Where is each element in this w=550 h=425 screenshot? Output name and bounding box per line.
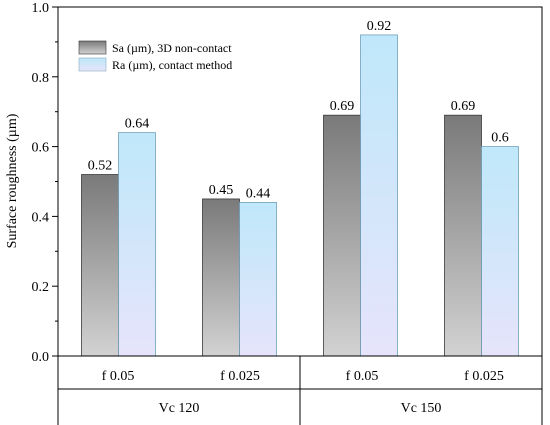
y-axis: 0.0 0.2 0.4 0.6 0.8 1.0 (32, 1, 58, 365)
bar-ra (360, 34, 398, 357)
legend-label-ra: Ra (µm), contact method (112, 58, 232, 72)
bar-sa (202, 198, 240, 357)
y-axis-title: Surface roughness (µm) (5, 113, 20, 248)
bar-sa (81, 174, 119, 357)
legend-label-sa: Sa (µm), 3D non-contact (112, 41, 232, 55)
data-label-ra: 0.6 (491, 131, 509, 146)
x-category-label: f 0.025 (220, 369, 260, 384)
legend-swatch-sa (78, 40, 107, 55)
bar-sa (444, 114, 482, 357)
data-label-ra: 0.44 (246, 186, 271, 201)
data-label-sa: 0.69 (330, 99, 355, 114)
data-label-ra: 0.92 (367, 19, 392, 34)
data-label-ra: 0.64 (125, 117, 150, 132)
y-tick-label: 0.8 (32, 71, 50, 86)
y-tick-label: 0.6 (32, 141, 50, 156)
x-category-label: f 0.05 (102, 369, 135, 384)
bar-ra (481, 146, 519, 357)
bars-layer (81, 34, 519, 357)
data-labels-layer: 0.52 0.64 0.45 0.44 0.69 0.92 0.69 0.6 (88, 19, 509, 202)
x-axis: f 0.05 f 0.025 f 0.05 f 0.025 Vc 120 Vc … (57, 356, 543, 425)
y-tick-label: 0.2 (32, 280, 50, 295)
legend: Sa (µm), 3D non-contact Ra (µm), contact… (78, 40, 232, 72)
bar-sa (323, 114, 361, 357)
x-category-label: f 0.05 (346, 369, 379, 384)
x-group-label: Vc 120 (159, 401, 200, 416)
y-tick-label: 1.0 (32, 1, 50, 16)
y-tick-label: 0.4 (32, 210, 50, 225)
legend-swatch-ra (78, 57, 107, 72)
x-category-label: f 0.025 (464, 369, 504, 384)
data-label-sa: 0.69 (451, 99, 476, 114)
bar-ra (239, 202, 277, 357)
data-label-sa: 0.45 (209, 183, 234, 198)
bar-ra (118, 132, 156, 357)
data-label-sa: 0.52 (88, 159, 113, 174)
y-tick-label: 0.0 (32, 350, 50, 365)
x-group-label: Vc 150 (401, 401, 442, 416)
